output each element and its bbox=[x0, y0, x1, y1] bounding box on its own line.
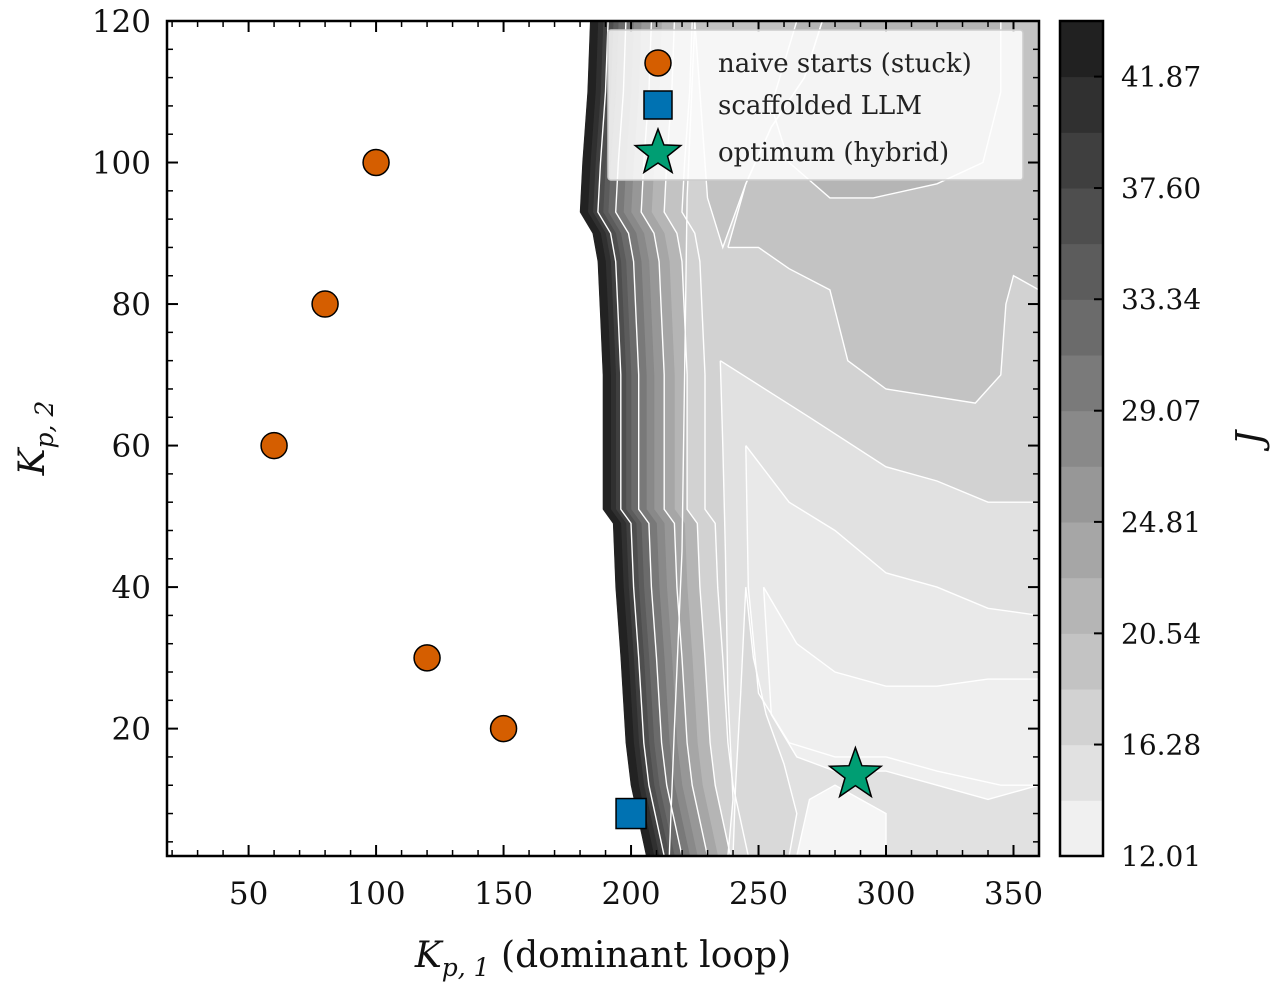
colorbar-band bbox=[1060, 689, 1103, 746]
contour-line bbox=[681, 21, 749, 856]
contour-line bbox=[719, 360, 1039, 856]
contour-line bbox=[640, 21, 709, 856]
marker-scaffolded-llm bbox=[615, 797, 647, 830]
legend-marker-naive-starts bbox=[644, 49, 672, 77]
contour-region bbox=[733, 587, 797, 856]
colorbar-tick-label: 16.28 bbox=[1121, 729, 1201, 762]
marker-naive-start bbox=[362, 148, 390, 177]
marker-naive-start bbox=[489, 714, 518, 743]
colorbar-tick-label: 41.87 bbox=[1121, 61, 1201, 94]
colorbar-tick-label: 24.81 bbox=[1121, 506, 1201, 539]
colorbar-band bbox=[1060, 744, 1103, 801]
y-tick-label: 40 bbox=[112, 570, 151, 606]
contour-line bbox=[663, 21, 732, 856]
colorbar-bands bbox=[1060, 21, 1103, 857]
y-tick-label: 120 bbox=[92, 4, 151, 40]
marker-naive-start bbox=[413, 644, 441, 672]
contour-band bbox=[579, 21, 655, 856]
colorbar-band bbox=[1060, 466, 1103, 523]
legend-label-optimum: optimum (hybrid) bbox=[718, 138, 949, 168]
colorbar-tick-label: 20.54 bbox=[1121, 617, 1201, 650]
x-tick-label: 300 bbox=[856, 876, 915, 912]
colorbar-band bbox=[1060, 243, 1103, 300]
contour-region bbox=[796, 785, 886, 856]
colorbar-band bbox=[1060, 76, 1103, 133]
colorbar-band bbox=[1060, 21, 1103, 78]
x-tick-label: 350 bbox=[984, 876, 1043, 912]
contour-region bbox=[763, 587, 1039, 800]
y-tick-label: 80 bbox=[112, 287, 151, 323]
y-axis-title: Kp, 2 bbox=[12, 401, 59, 477]
y-tick-label: 20 bbox=[112, 712, 151, 748]
marker-optimum bbox=[827, 745, 884, 799]
legend-label-scaffolded-llm: scaffolded LLM bbox=[718, 91, 922, 121]
axis-ticks bbox=[167, 20, 1040, 856]
x-axis-title: Kp, 1 (dominant loop) bbox=[414, 935, 791, 982]
contour-line bbox=[796, 784, 887, 856]
colorbar-band bbox=[1060, 299, 1103, 356]
x-tick-label: 50 bbox=[229, 876, 268, 912]
y-tick-labels: 20 40 60 80 100 120 bbox=[92, 4, 151, 748]
contour-line bbox=[614, 21, 683, 856]
colorbar-band bbox=[1060, 188, 1103, 245]
colorbar-band bbox=[1060, 355, 1103, 412]
contour-line bbox=[732, 587, 798, 856]
colorbar-tick-label: 33.34 bbox=[1121, 283, 1201, 316]
colorbar-band bbox=[1060, 633, 1103, 690]
colorbar-band bbox=[1060, 522, 1103, 579]
colorbar-tick-label: 37.60 bbox=[1121, 172, 1201, 205]
colorbar-band bbox=[1060, 132, 1103, 189]
contour-line bbox=[597, 21, 665, 856]
x-tick-label: 100 bbox=[346, 876, 405, 912]
marker-naive-start bbox=[311, 290, 339, 318]
colorbar-frame bbox=[1058, 19, 1105, 858]
x-tick-label: 150 bbox=[474, 876, 533, 912]
legend-marker-scaffolded-llm bbox=[643, 90, 673, 120]
y-tick-label: 100 bbox=[92, 146, 151, 182]
x-tick-label: 200 bbox=[601, 876, 660, 912]
legend-box bbox=[607, 29, 1024, 181]
colorbar-band bbox=[1060, 577, 1103, 634]
contour-line bbox=[762, 586, 1039, 801]
x-tick-labels: 50 100 150 200 250 300 350 bbox=[229, 876, 1043, 912]
colorbar-tick-label: 12.01 bbox=[1121, 840, 1201, 873]
colorbar-band bbox=[1060, 800, 1103, 857]
colorbar-tick-label: 29.07 bbox=[1121, 395, 1201, 428]
colorbar-band bbox=[1060, 410, 1103, 467]
y-tick-label: 60 bbox=[112, 429, 151, 465]
legend-marker-optimum bbox=[633, 126, 683, 175]
colorbar: 12.01 16.28 20.54 24.81 29.07 33.34 37.60 41.87… bbox=[1058, 19, 1271, 873]
contour-line bbox=[668, 21, 1039, 856]
legend: naive starts (stuck) scaffolded LLM opti… bbox=[607, 29, 1024, 181]
legend-label-naive-starts: naive starts (stuck) bbox=[718, 49, 972, 79]
plot-frame bbox=[165, 19, 1041, 858]
markers bbox=[260, 148, 884, 830]
contour-lines bbox=[597, 21, 1039, 856]
x-tick-label: 250 bbox=[729, 876, 788, 912]
marker-naive-start bbox=[260, 431, 288, 460]
colorbar-ticks: 12.01 16.28 20.54 24.81 29.07 33.34 37.60 41.87 bbox=[1094, 61, 1201, 873]
